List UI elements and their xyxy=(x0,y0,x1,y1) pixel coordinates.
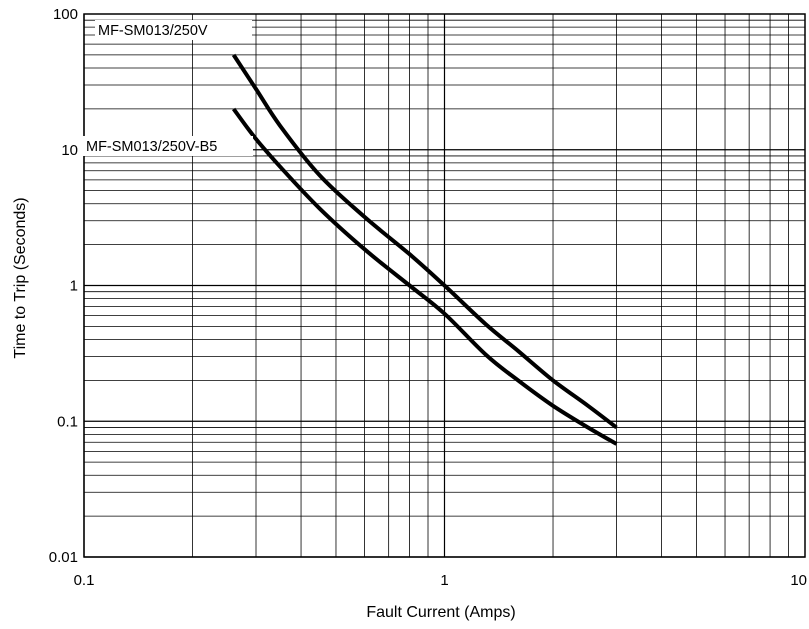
x-axis-title: Fault Current (Amps) xyxy=(366,604,515,621)
series-labels: MF-SM013/250V MF-SM013/250V-B5 xyxy=(83,20,253,156)
y-tick-label-0: 0.01 xyxy=(49,549,78,566)
series-line-1 xyxy=(231,107,618,446)
plot-frame xyxy=(83,13,806,558)
y-tick-label-4: 100 xyxy=(53,6,78,23)
y-tick-label-2: 1 xyxy=(70,278,78,295)
series-lines xyxy=(231,53,618,446)
x-tick-label-1: 1 xyxy=(440,572,448,589)
grid xyxy=(83,13,806,558)
series-label-0: MF-SM013/250V xyxy=(98,23,208,39)
y-tick-label-1: 0.1 xyxy=(57,413,78,430)
y-axis-title: Time to Trip (Seconds) xyxy=(12,197,29,358)
series-label-bg-0 xyxy=(95,20,252,40)
tick-labels: 0.01 0.1 1 10 100 0.1 1 10 xyxy=(49,6,807,589)
x-tick-label-2: 10 xyxy=(790,572,807,589)
series-label-bg-1 xyxy=(83,136,253,156)
series-label-1: MF-SM013/250V-B5 xyxy=(86,139,217,155)
series-line-0 xyxy=(231,53,618,430)
x-tick-label-0: 0.1 xyxy=(74,572,95,589)
y-tick-label-3: 10 xyxy=(61,142,78,159)
